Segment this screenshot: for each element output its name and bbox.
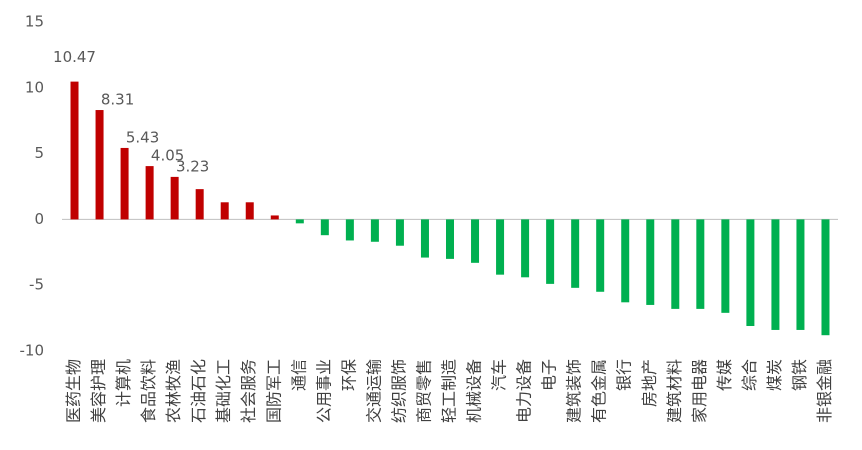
x-tick-label: 通信	[289, 359, 308, 391]
x-tick-label: 公用事业	[314, 359, 333, 423]
x-tick-label: 食品饮料	[139, 359, 158, 423]
x-tick-label: 银行	[615, 359, 634, 391]
value-label: 5.43	[126, 128, 159, 146]
bar	[671, 219, 680, 309]
bar	[395, 219, 404, 246]
bar	[721, 219, 730, 313]
x-tick-label: 社会服务	[239, 359, 258, 423]
x-tick-label: 国防军工	[264, 359, 283, 423]
value-label: 4.05	[151, 147, 184, 165]
y-tick-label: 10	[25, 78, 44, 96]
bar	[70, 81, 79, 220]
bar	[370, 219, 379, 242]
x-tick-label: 商贸零售	[414, 359, 433, 423]
x-tick-label: 汽车	[490, 359, 509, 391]
bar	[646, 219, 655, 305]
bar	[245, 202, 254, 220]
x-tick-label: 传媒	[715, 359, 734, 391]
bar	[696, 219, 705, 309]
bar	[746, 219, 755, 326]
bar	[345, 219, 354, 241]
x-tick-label: 农林牧渔	[164, 359, 183, 423]
bar	[95, 110, 104, 220]
x-tick-label: 石油石化	[189, 359, 208, 423]
x-tick-label: 电子	[540, 359, 559, 391]
x-tick-label: 计算机	[114, 359, 133, 407]
x-tick-label: 纺织服饰	[389, 359, 408, 423]
bar	[621, 219, 630, 303]
x-tick-label: 非银金融	[815, 359, 834, 423]
value-label: 8.31	[101, 91, 134, 109]
x-tick-label: 机械设备	[465, 359, 484, 423]
bar	[546, 219, 555, 284]
x-tick-label: 家用电器	[690, 359, 709, 423]
bar	[420, 219, 429, 258]
x-tick-label: 建筑装饰	[565, 359, 584, 423]
bar	[821, 219, 830, 336]
y-tick-label: 15	[25, 13, 44, 31]
bar	[471, 219, 480, 263]
bar	[195, 189, 204, 220]
bar	[796, 219, 805, 330]
x-tick-label: 钢铁	[790, 359, 809, 391]
x-tick-label: 煤炭	[765, 359, 784, 391]
x-tick-label: 综合	[740, 359, 759, 391]
bar	[170, 176, 179, 220]
x-tick-label: 房地产	[640, 359, 659, 407]
x-tick-label: 环保	[339, 359, 358, 391]
bar	[771, 219, 780, 330]
y-tick-label: 0	[34, 210, 44, 228]
bar	[270, 215, 279, 220]
x-tick-label: 建筑材料	[665, 359, 684, 423]
x-tick-label: 交通运输	[364, 359, 383, 423]
value-label: 3.23	[176, 157, 209, 175]
x-tick-label: 有色金属	[590, 359, 609, 423]
bar	[320, 219, 329, 236]
x-tick-label: 基础化工	[214, 359, 233, 423]
y-tick-label: -5	[29, 276, 44, 294]
bar	[496, 219, 505, 275]
x-tick-label: 电力设备	[515, 359, 534, 423]
y-tick-label: -10	[20, 342, 45, 360]
bar	[295, 219, 304, 224]
x-tick-label: 美容护理	[89, 359, 108, 423]
bar	[145, 166, 154, 220]
bar	[521, 219, 530, 278]
bar	[446, 219, 454, 259]
bar	[220, 202, 229, 220]
x-tick-label: 轻工制造	[440, 359, 459, 423]
value-label: 10.47	[53, 48, 96, 66]
bar	[571, 219, 580, 288]
bar	[596, 219, 605, 292]
bar	[120, 147, 129, 220]
y-tick-label: 5	[34, 144, 44, 162]
x-tick-label: 医药生物	[64, 359, 83, 423]
